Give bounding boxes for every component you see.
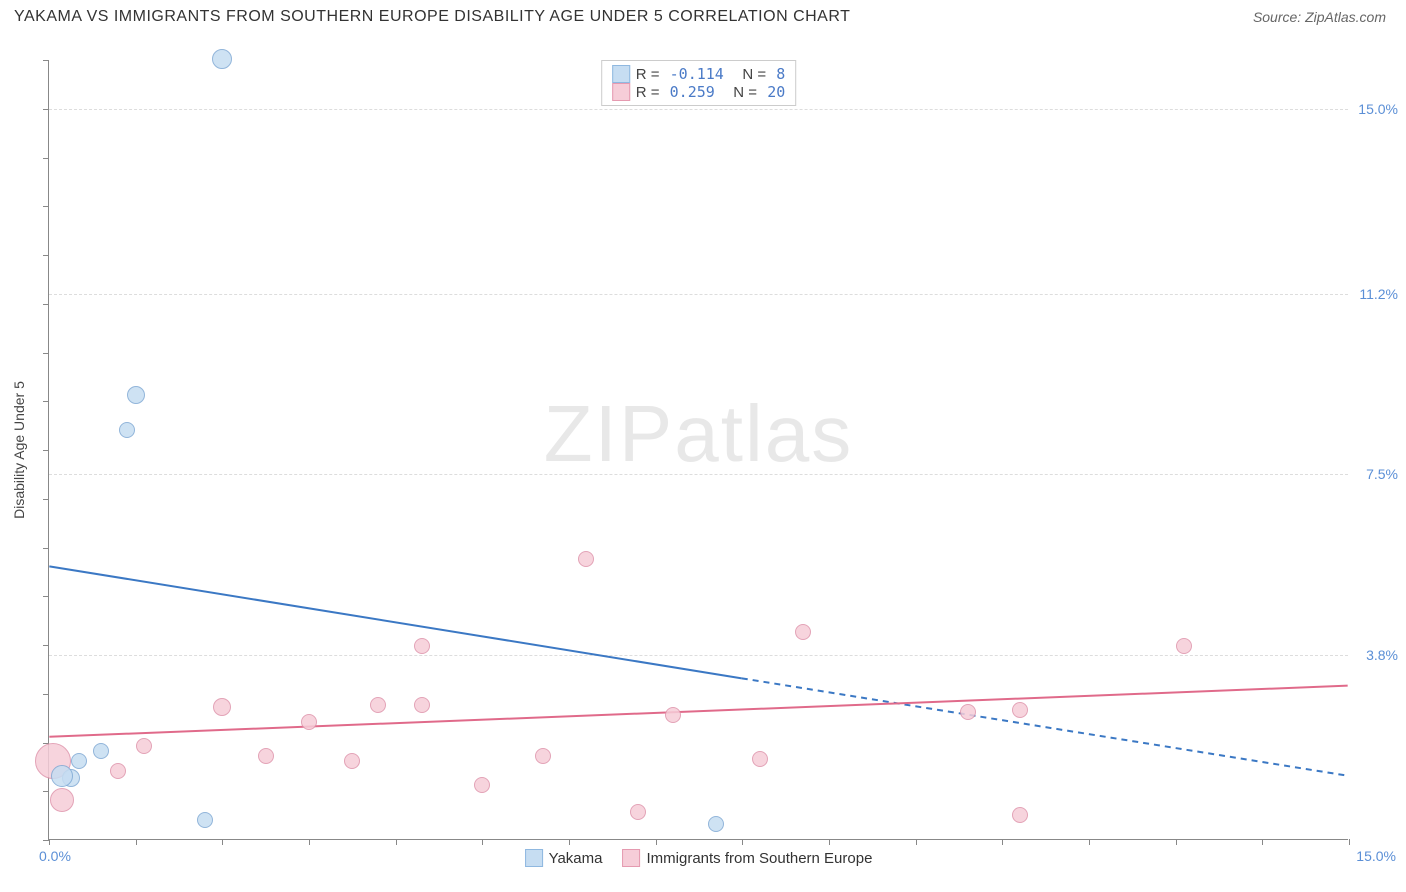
legend-label: Immigrants from Southern Europe <box>646 850 872 867</box>
bottom-legend: Yakama Immigrants from Southern Europe <box>525 849 873 867</box>
n-value: 8 <box>776 65 785 83</box>
x-tick <box>1089 839 1090 845</box>
x-tick <box>482 839 483 845</box>
x-tick <box>1262 839 1263 845</box>
x-tick <box>1002 839 1003 845</box>
x-tick <box>1176 839 1177 845</box>
n-label: N = <box>721 84 761 101</box>
point-series2 <box>50 788 74 812</box>
point-series2 <box>1012 702 1028 718</box>
y-right-label: 7.5% <box>1366 466 1398 482</box>
point-series2 <box>213 698 231 716</box>
y-right-label: 3.8% <box>1366 647 1398 663</box>
x-tick <box>656 839 657 845</box>
point-series2 <box>414 638 430 654</box>
trendline <box>742 678 1348 775</box>
x-max-label: 15.0% <box>1356 848 1396 864</box>
point-series2 <box>370 697 386 713</box>
x-tick <box>569 839 570 845</box>
x-tick <box>136 839 137 845</box>
x-tick <box>309 839 310 845</box>
stats-legend: R = -0.114 N = 8R = 0.259 N = 20 <box>601 60 797 106</box>
point-series1 <box>93 743 109 759</box>
trendline <box>49 566 741 678</box>
n-value: 20 <box>767 83 785 101</box>
point-series2 <box>578 551 594 567</box>
point-series2 <box>414 697 430 713</box>
point-series2 <box>1012 807 1028 823</box>
x-tick <box>396 839 397 845</box>
y-axis-title: Disability Age Under 5 <box>11 381 27 519</box>
chart-header: YAKAMA VS IMMIGRANTS FROM SOUTHERN EUROP… <box>0 0 1406 30</box>
trendlines-svg <box>49 60 1348 839</box>
point-series2 <box>960 704 976 720</box>
y-right-label: 11.2% <box>1359 286 1398 302</box>
point-series2 <box>344 753 360 769</box>
n-label: N = <box>730 66 770 83</box>
x-min-label: 0.0% <box>39 848 71 864</box>
point-series2 <box>258 748 274 764</box>
stats-legend-row: R = -0.114 N = 8 <box>612 65 786 83</box>
x-tick <box>742 839 743 845</box>
x-tick <box>49 839 50 845</box>
point-series1 <box>212 49 232 69</box>
stats-legend-row: R = 0.259 N = 20 <box>612 83 786 101</box>
point-series2 <box>301 714 317 730</box>
source-label: Source: ZipAtlas.com <box>1253 9 1386 25</box>
point-series2 <box>136 738 152 754</box>
r-value: 0.259 <box>670 83 715 101</box>
x-tick <box>916 839 917 845</box>
r-label: R = <box>636 84 664 101</box>
point-series1 <box>197 812 213 828</box>
legend-swatch <box>525 849 543 867</box>
y-tick <box>43 840 49 841</box>
point-series2 <box>110 763 126 779</box>
point-series2 <box>474 777 490 793</box>
point-series1 <box>708 816 724 832</box>
bottom-legend-item: Immigrants from Southern Europe <box>622 849 872 867</box>
x-tick <box>222 839 223 845</box>
point-series1 <box>71 753 87 769</box>
r-label: R = <box>636 66 664 83</box>
point-series1 <box>119 422 135 438</box>
point-series2 <box>795 624 811 640</box>
point-series2 <box>1176 638 1192 654</box>
bottom-legend-item: Yakama <box>525 849 603 867</box>
legend-swatch <box>612 65 630 83</box>
trendline <box>49 686 1347 737</box>
point-series1 <box>51 765 73 787</box>
chart-title: YAKAMA VS IMMIGRANTS FROM SOUTHERN EUROP… <box>14 8 850 26</box>
point-series2 <box>665 707 681 723</box>
x-tick <box>1349 839 1350 845</box>
point-series2 <box>752 751 768 767</box>
legend-label: Yakama <box>549 850 603 867</box>
r-value: -0.114 <box>670 65 724 83</box>
chart-area: ZIPatlas 15.0%11.2%7.5%3.8% 0.0% 15.0% D… <box>48 60 1348 840</box>
legend-swatch <box>622 849 640 867</box>
y-right-label: 15.0% <box>1358 101 1398 117</box>
point-series1 <box>127 386 145 404</box>
point-series2 <box>535 748 551 764</box>
x-tick <box>829 839 830 845</box>
point-series2 <box>630 804 646 820</box>
legend-swatch <box>612 83 630 101</box>
